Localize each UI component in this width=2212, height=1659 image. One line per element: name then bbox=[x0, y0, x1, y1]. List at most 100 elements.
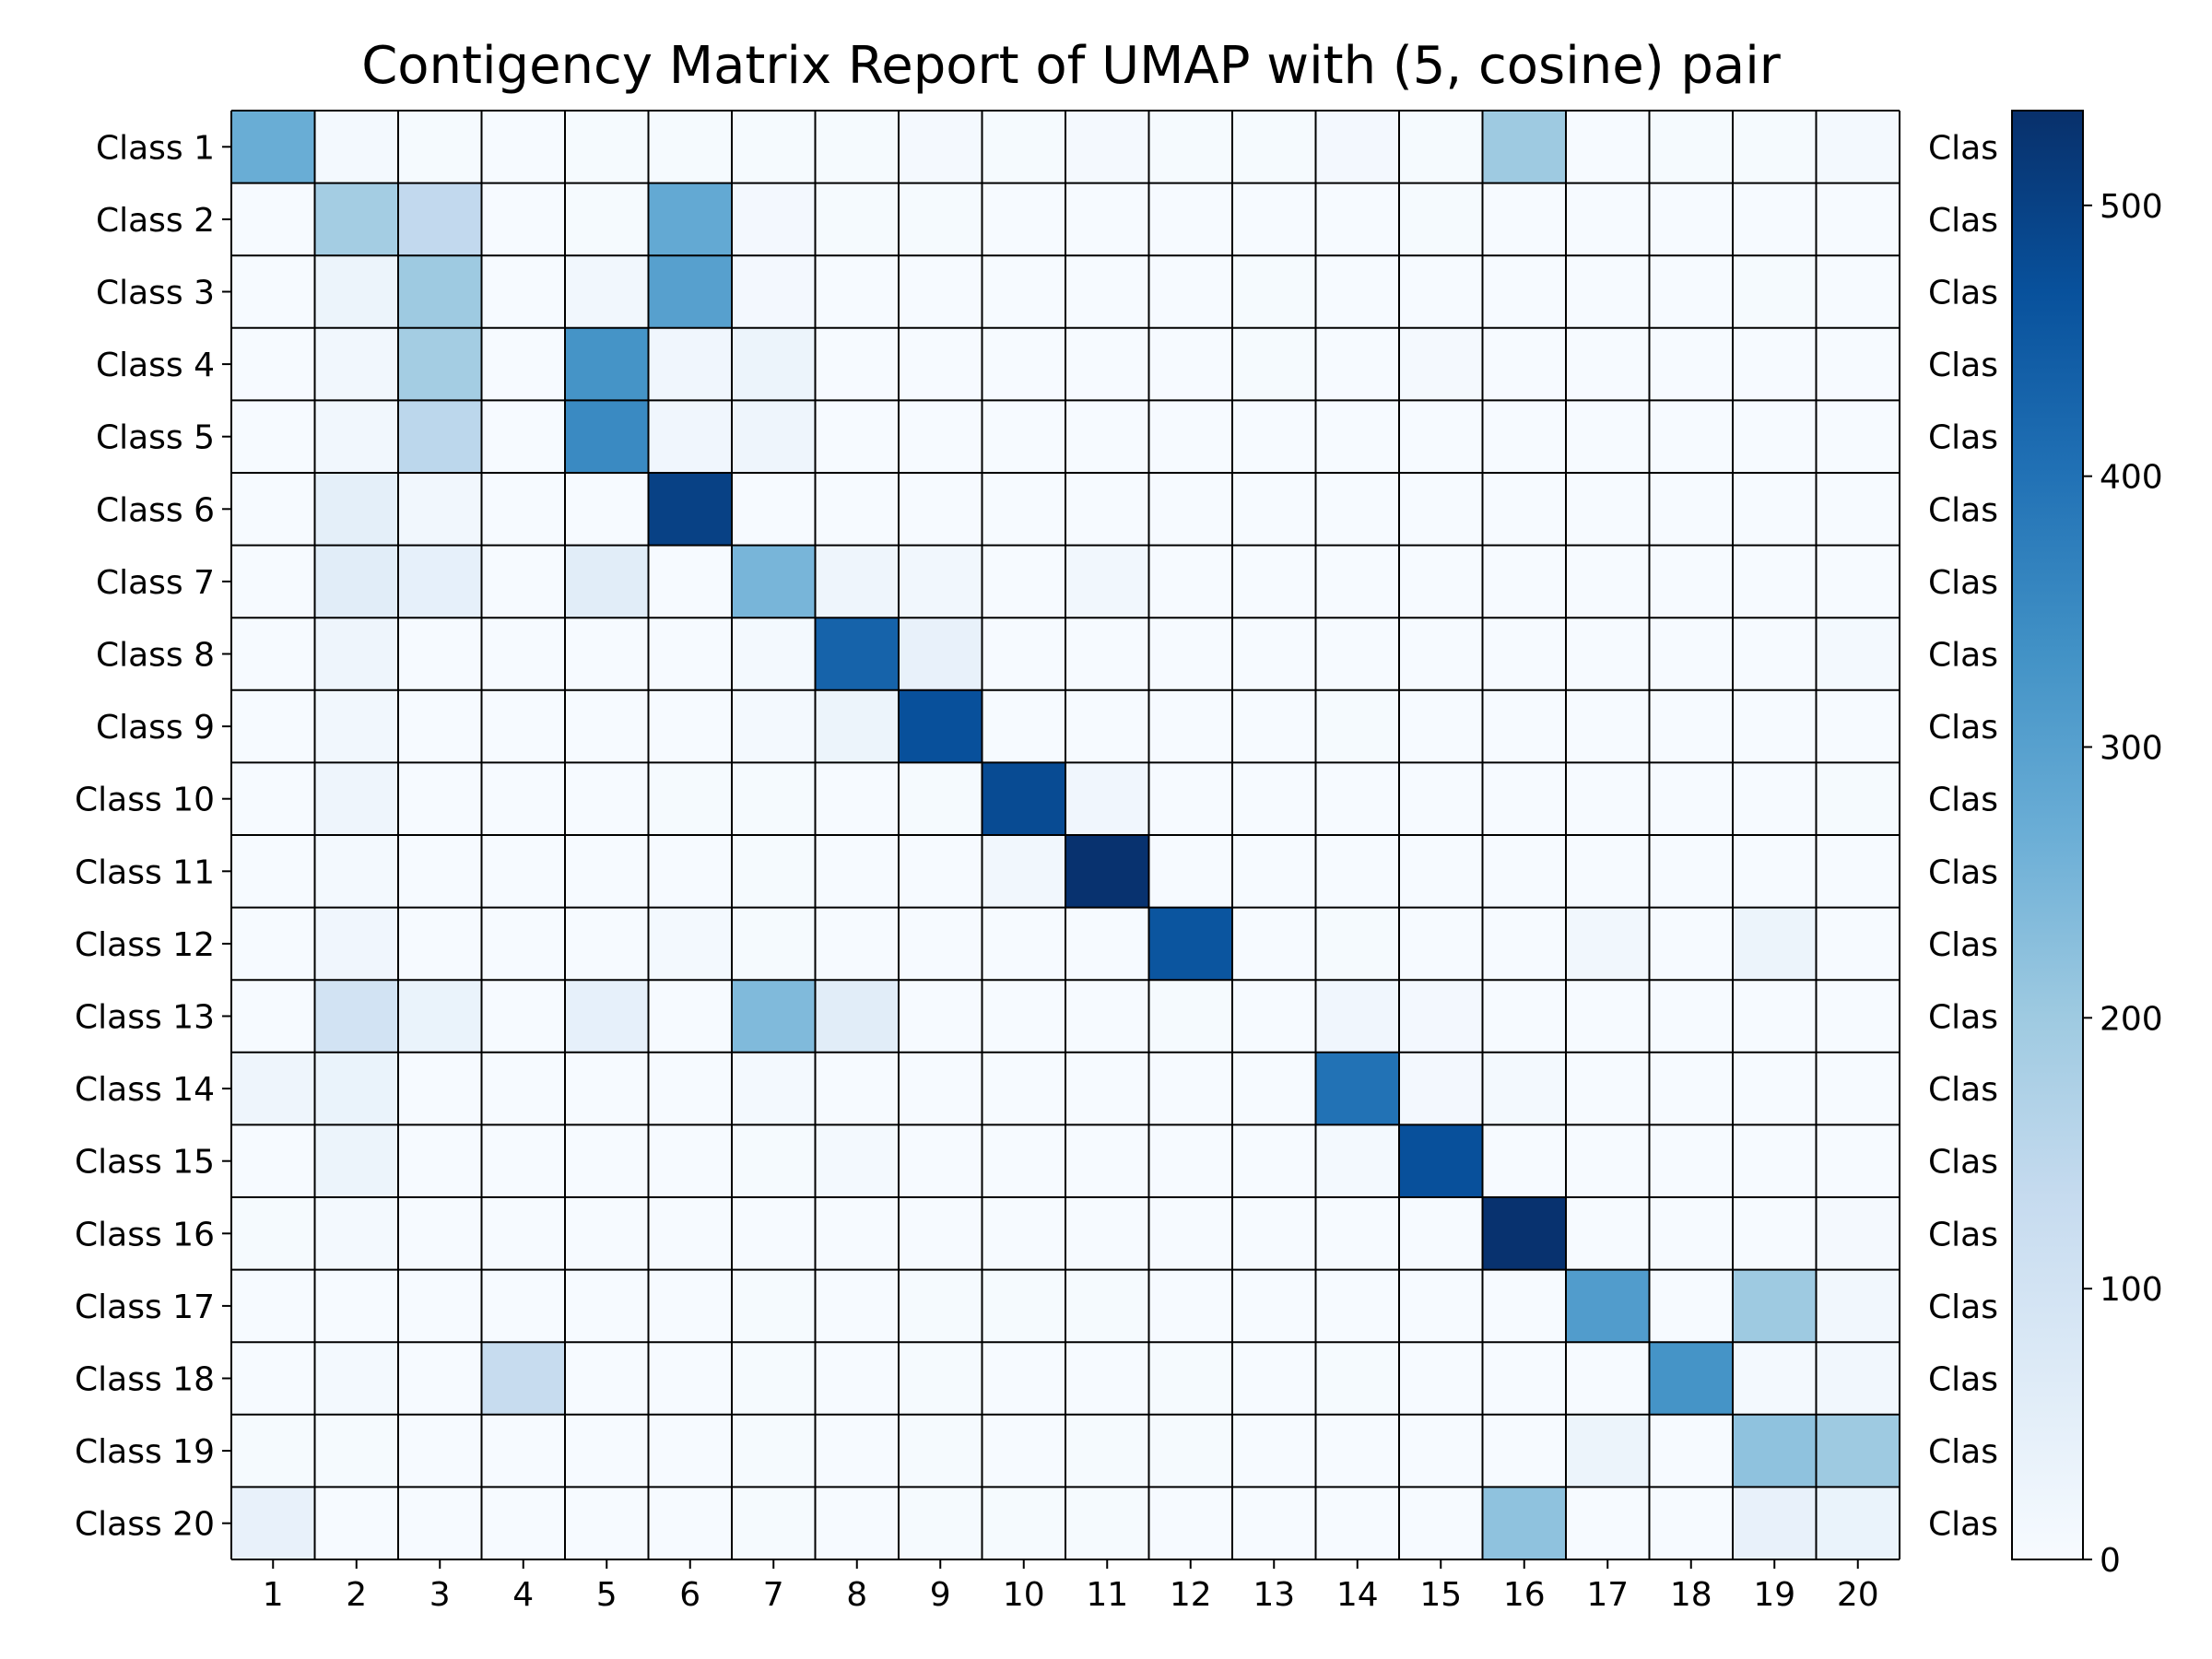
heatmap-cell bbox=[1816, 1342, 1900, 1415]
heatmap-cell bbox=[1482, 1124, 1566, 1197]
heatmap-cell bbox=[398, 1269, 482, 1343]
right-label: Clas bbox=[1928, 1506, 1998, 1544]
heatmap-cell bbox=[481, 1124, 565, 1197]
column-label: 20 bbox=[1837, 1576, 1879, 1614]
heatmap-cell bbox=[565, 182, 649, 256]
heatmap-cell bbox=[1816, 111, 1900, 183]
heatmap-cell bbox=[231, 618, 315, 690]
heatmap-cell bbox=[398, 835, 482, 908]
heatmap-cell bbox=[1816, 545, 1900, 618]
heatmap-cell bbox=[1148, 1269, 1232, 1343]
heatmap-cell bbox=[815, 1269, 899, 1343]
heatmap-cell bbox=[481, 473, 565, 546]
heatmap-cell bbox=[1816, 1414, 1900, 1488]
heatmap-cell bbox=[982, 1124, 1065, 1197]
column-label: 2 bbox=[346, 1576, 367, 1614]
heatmap-cell bbox=[565, 1197, 649, 1270]
heatmap-cell bbox=[982, 545, 1065, 618]
heatmap-cell bbox=[1232, 1052, 1316, 1125]
heatmap-cell bbox=[1399, 618, 1483, 690]
heatmap-cell bbox=[982, 1414, 1065, 1488]
row-label: Class 19 bbox=[75, 1433, 215, 1471]
heatmap-cell bbox=[1482, 111, 1566, 183]
heatmap-cell bbox=[1816, 980, 1900, 1053]
heatmap-cell bbox=[565, 545, 649, 618]
row-label: Class 6 bbox=[96, 491, 215, 529]
heatmap-cell bbox=[1482, 1269, 1566, 1343]
heatmap-cell bbox=[1566, 835, 1650, 908]
heatmap-cell bbox=[1482, 1414, 1566, 1488]
heatmap-cell bbox=[1065, 980, 1149, 1053]
heatmap-cell bbox=[565, 1052, 649, 1125]
heatmap-cell bbox=[1399, 111, 1483, 183]
heatmap-cell bbox=[1232, 473, 1316, 546]
heatmap-cell bbox=[481, 1414, 565, 1488]
heatmap-cell bbox=[1482, 618, 1566, 690]
heatmap-cell bbox=[732, 1197, 816, 1270]
row-label: Class 3 bbox=[96, 275, 215, 312]
heatmap-cell bbox=[732, 980, 816, 1053]
heatmap-cell bbox=[1065, 473, 1149, 546]
heatmap-cell bbox=[982, 618, 1065, 690]
heatmap-cell bbox=[1232, 907, 1316, 981]
heatmap-cell bbox=[1816, 182, 1900, 256]
heatmap-cell bbox=[648, 1197, 732, 1270]
heatmap-cell bbox=[648, 545, 732, 618]
heatmap-cell bbox=[1649, 545, 1733, 618]
heatmap-cell bbox=[231, 1342, 315, 1415]
colorbar: 0 100 200 300 400 500 bbox=[2011, 110, 2163, 1580]
heatmap-cell bbox=[648, 689, 732, 763]
heatmap-cell bbox=[565, 980, 649, 1053]
heatmap-cell bbox=[1649, 1414, 1733, 1488]
heatmap-cell bbox=[565, 327, 649, 401]
heatmap-cell bbox=[481, 1197, 565, 1270]
right-label: Clas bbox=[1928, 275, 1998, 312]
column-label: 11 bbox=[1086, 1576, 1128, 1614]
heatmap-cell bbox=[1315, 907, 1399, 981]
heatmap-cell bbox=[648, 1414, 732, 1488]
right-label: Clas bbox=[1928, 637, 1998, 675]
heatmap-cell bbox=[648, 1487, 732, 1559]
heatmap-cell bbox=[481, 1487, 565, 1559]
heatmap-cell bbox=[1482, 689, 1566, 763]
heatmap-cell bbox=[815, 1342, 899, 1415]
heatmap-cell bbox=[1065, 1124, 1149, 1197]
heatmap-cell bbox=[1232, 762, 1316, 835]
heatmap-cell bbox=[565, 400, 649, 473]
column-label: 13 bbox=[1253, 1576, 1295, 1614]
row-labels: Class 1 Class 2 Class 3 Class 4 Class 5 Class… bbox=[75, 129, 231, 1544]
heatmap-cell bbox=[398, 689, 482, 763]
heatmap-cell bbox=[1315, 835, 1399, 908]
heatmap-cell bbox=[815, 689, 899, 763]
heatmap-cell bbox=[648, 400, 732, 473]
heatmap-cell bbox=[1315, 1197, 1399, 1270]
heatmap-cell bbox=[565, 111, 649, 183]
column-label: 9 bbox=[930, 1576, 951, 1614]
heatmap-cell bbox=[481, 1269, 565, 1343]
heatmap-cell bbox=[1399, 400, 1483, 473]
heatmap-cell bbox=[732, 689, 816, 763]
heatmap-cell bbox=[398, 762, 482, 835]
heatmap-cell bbox=[1649, 1269, 1733, 1343]
heatmap-cell bbox=[1399, 1414, 1483, 1488]
heatmap-cell bbox=[314, 255, 398, 328]
heatmap-cell bbox=[1733, 1197, 1817, 1270]
heatmap-cell bbox=[1148, 1342, 1232, 1415]
heatmap-cell bbox=[1482, 980, 1566, 1053]
heatmap-cell bbox=[1065, 1052, 1149, 1125]
heatmap-cell bbox=[1733, 1052, 1817, 1125]
heatmap-cell bbox=[231, 1197, 315, 1270]
heatmap-cell bbox=[1065, 400, 1149, 473]
heatmap-cell bbox=[1315, 980, 1399, 1053]
heatmap-cell bbox=[648, 762, 732, 835]
heatmap-cell bbox=[314, 689, 398, 763]
heatmap-cell bbox=[398, 1197, 482, 1270]
heatmap-cell bbox=[899, 1052, 982, 1125]
heatmap-cell bbox=[732, 1414, 816, 1488]
heatmap-cell bbox=[1649, 980, 1733, 1053]
heatmap-cell bbox=[899, 1414, 982, 1488]
heatmap-cell bbox=[314, 1342, 398, 1415]
column-label: 14 bbox=[1336, 1576, 1379, 1614]
heatmap-cell bbox=[1315, 327, 1399, 401]
heatmap-cell bbox=[1315, 1052, 1399, 1125]
